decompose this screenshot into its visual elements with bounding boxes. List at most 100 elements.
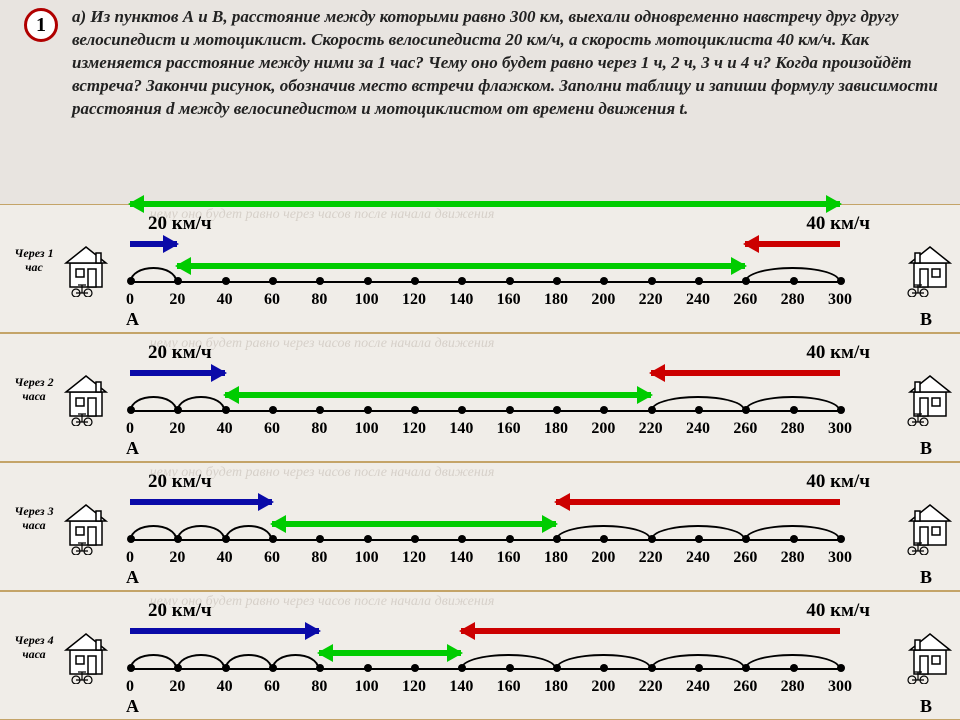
tick-label: 80 — [311, 549, 327, 567]
speed-cyclist-label: 20 км/ч — [148, 471, 212, 493]
house-a-icon — [62, 241, 118, 297]
diagram-row: чему оно будет равно через часов после н… — [0, 462, 960, 591]
tick-label: 300 — [828, 678, 852, 696]
tick-dot — [411, 406, 419, 414]
tick-dot — [553, 277, 561, 285]
point-b-label: В — [920, 696, 932, 717]
tick-label: 280 — [781, 291, 805, 309]
tick-dot — [600, 535, 608, 543]
speed-motor-label: 40 км/ч — [806, 213, 870, 235]
house-b-icon — [898, 241, 954, 297]
remaining-distance-arrow — [319, 648, 461, 658]
number-line: 0204060801001201401601802002202402602803… — [130, 539, 840, 541]
tick-dot — [742, 664, 750, 672]
tick-label: 0 — [126, 420, 134, 438]
house-b-icon — [898, 628, 954, 684]
tick-dot — [837, 535, 845, 543]
house-b-icon — [898, 499, 954, 555]
tick-label: 40 — [217, 678, 233, 696]
tick-label: 40 — [217, 291, 233, 309]
tick-dot — [127, 664, 135, 672]
tick-dot — [648, 535, 656, 543]
tick-dot — [506, 277, 514, 285]
tick-label: 260 — [733, 291, 757, 309]
tick-dot — [790, 277, 798, 285]
hop-arc — [130, 396, 177, 410]
tick-label: 280 — [781, 678, 805, 696]
tick-label: 240 — [686, 291, 710, 309]
point-a-label: А — [126, 696, 139, 717]
tick-label: 220 — [639, 678, 663, 696]
tick-label: 160 — [497, 420, 521, 438]
tick-dot — [790, 406, 798, 414]
tick-dot — [174, 664, 182, 672]
number-line: 0204060801001201401601802002202402602803… — [130, 668, 840, 670]
diagram-row: чему оно будет равно через часов после н… — [0, 333, 960, 462]
point-b-label: В — [920, 438, 932, 459]
time-label: Через 4 часа — [6, 634, 62, 662]
tick-dot — [316, 406, 324, 414]
tick-label: 220 — [639, 420, 663, 438]
speed-motor-label: 40 км/ч — [806, 600, 870, 622]
hop-arc — [177, 396, 224, 410]
tick-label: 160 — [497, 291, 521, 309]
tick-dot — [364, 277, 372, 285]
tick-label: 0 — [126, 549, 134, 567]
cyclist-arrow — [130, 239, 177, 249]
tick-label: 260 — [733, 549, 757, 567]
tick-label: 200 — [591, 291, 615, 309]
tick-label: 180 — [544, 291, 568, 309]
tick-dot — [316, 535, 324, 543]
tick-dot — [222, 535, 230, 543]
tick-label: 120 — [402, 549, 426, 567]
point-a-label: А — [126, 438, 139, 459]
tick-label: 20 — [169, 291, 185, 309]
tick-dot — [742, 406, 750, 414]
tick-dot — [222, 277, 230, 285]
tick-label: 100 — [355, 678, 379, 696]
tick-label: 240 — [686, 549, 710, 567]
tick-dot — [222, 664, 230, 672]
tick-label: 220 — [639, 549, 663, 567]
remaining-distance-arrow — [272, 519, 556, 529]
tick-label: 280 — [781, 420, 805, 438]
tick-dot — [411, 535, 419, 543]
tick-label: 60 — [264, 291, 280, 309]
hop-arc — [177, 525, 224, 539]
tick-label: 140 — [449, 291, 473, 309]
tick-dot — [127, 535, 135, 543]
motorcyclist-arrow — [556, 497, 840, 507]
tick-label: 100 — [355, 420, 379, 438]
tick-label: 80 — [311, 420, 327, 438]
tick-dot — [458, 406, 466, 414]
tick-label: 100 — [355, 291, 379, 309]
tick-label: 300 — [828, 291, 852, 309]
hop-arc — [130, 525, 177, 539]
tick-dot — [695, 277, 703, 285]
problem-number-badge: 1 — [24, 8, 58, 42]
tick-label: 160 — [497, 549, 521, 567]
tick-label: 240 — [686, 678, 710, 696]
tick-dot — [837, 664, 845, 672]
tick-dot — [648, 277, 656, 285]
hop-arc — [225, 654, 272, 668]
tick-dot — [127, 406, 135, 414]
hop-arc — [225, 525, 272, 539]
problem-number: 1 — [36, 14, 46, 37]
problem-text: а) Из пунктов А и В, расстояние между ко… — [72, 6, 944, 121]
tick-dot — [742, 535, 750, 543]
point-a-label: А — [126, 309, 139, 330]
tick-dot — [695, 664, 703, 672]
tick-label: 0 — [126, 678, 134, 696]
tick-dot — [458, 664, 466, 672]
house-a-icon — [62, 370, 118, 426]
cyclist-arrow — [130, 368, 225, 378]
tick-label: 140 — [449, 420, 473, 438]
tick-dot — [458, 535, 466, 543]
house-a-icon — [62, 628, 118, 684]
tick-dot — [458, 277, 466, 285]
diagram-row: чему оно будет равно через часов после н… — [0, 591, 960, 720]
remaining-distance-arrow — [225, 390, 651, 400]
tick-dot — [790, 664, 798, 672]
tick-dot — [600, 277, 608, 285]
